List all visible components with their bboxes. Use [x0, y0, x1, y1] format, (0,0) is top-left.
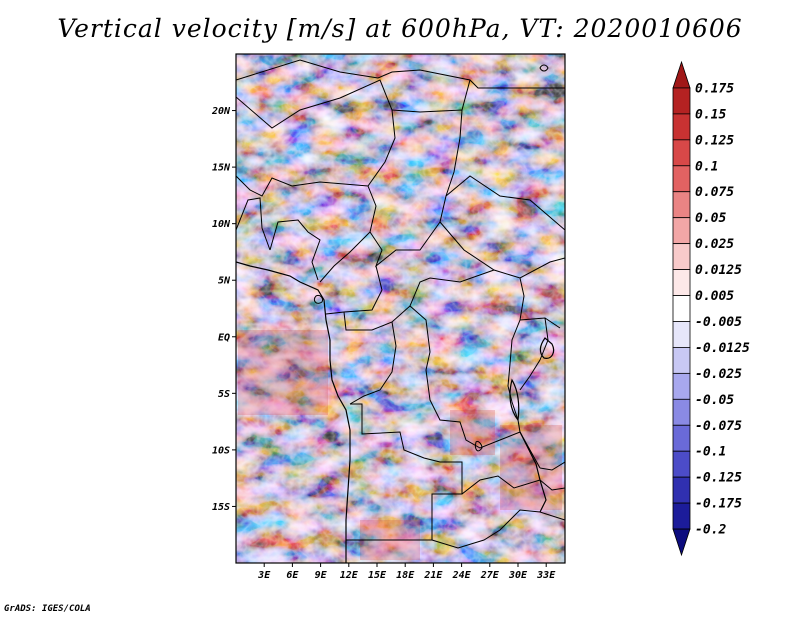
lon-tick-label: 24E [452, 570, 472, 581]
lat-tick-label: EQ [218, 332, 230, 343]
colorbar-label: 0.075 [695, 185, 734, 200]
map-frame [235, 53, 566, 564]
colorbar-segment [672, 528, 691, 557]
lon-tick-label: 6E [286, 570, 299, 581]
coastline [236, 261, 555, 563]
colorbar-label: 0.15 [695, 107, 726, 122]
colorbar-label: 0.025 [695, 237, 734, 252]
colorbar-label: 0.1 [695, 159, 718, 174]
lon-tick-label: 9E [315, 570, 328, 581]
lon-tick-label: 21E [423, 570, 443, 581]
colorbar-segment [672, 502, 691, 530]
lakes [313, 64, 549, 452]
velocity-field-detail [236, 54, 565, 563]
lat-tick-label: 10S [212, 445, 230, 456]
colorbar-segment [672, 87, 691, 115]
lat-tick-label: 15S [212, 502, 230, 513]
map-title: Vertical velocity [m/s] at 600hPa, VT: 2… [57, 14, 743, 43]
colorbar-label: -0.125 [695, 471, 742, 486]
colorbar-segment [672, 372, 691, 400]
grads-credit: GrADS: IGES/COLA [4, 604, 91, 614]
colorbar-label: -0.025 [695, 367, 742, 382]
colorbar-segment [672, 295, 691, 322]
colorbar-segment [672, 60, 691, 89]
lon-tick-label: 3E [257, 570, 271, 581]
lat-tick-label: 5S [218, 389, 230, 400]
colorbar-segment [672, 476, 691, 504]
colorbar: 0.175 0.15 0.125 0.1 0.075 0.05 0.025 0.0125 0.0… [672, 60, 750, 557]
colorbar-segment [672, 269, 691, 296]
colorbar-label: -0.05 [695, 393, 734, 408]
lat-tick-label: 15N [212, 163, 231, 174]
colorbar-segment [672, 347, 691, 374]
colorbar-label: 0.005 [695, 289, 734, 304]
longitude-ticks: 3E 6E 9E 12E 15E 18E 21E 24E 27E 30E 33E [257, 563, 556, 581]
lon-tick-label: 33E [536, 570, 556, 581]
colorbar-label: -0.1 [695, 445, 726, 460]
colorbar-label: -0.2 [695, 523, 726, 538]
lon-tick-label: 15E [368, 570, 387, 581]
convective-cells [238, 330, 562, 560]
colorbar-label: -0.075 [695, 419, 742, 434]
lon-tick-label: 12E [340, 570, 359, 581]
lon-tick-label: 18E [396, 570, 415, 581]
lat-tick-label: 20N [211, 106, 231, 117]
lat-tick-label: 5N [218, 276, 231, 287]
map-plot-area [236, 54, 565, 563]
colorbar-segment [672, 139, 691, 167]
colorbar-segment [672, 398, 691, 426]
latitude-ticks: 20N 15N 10N 5N EQ 5S 10S 15S [211, 106, 236, 513]
colorbar-segment [672, 191, 691, 219]
colorbar-segment [672, 321, 691, 348]
colorbar-label: 0.175 [695, 81, 734, 96]
colorbar-segment [672, 243, 691, 270]
colorbar-label: 0.0125 [695, 263, 742, 278]
colorbar-label: 0.125 [695, 133, 734, 148]
colorbar-label: -0.175 [695, 497, 742, 512]
colorbar-segment [672, 424, 691, 452]
colorbar-segment [672, 450, 691, 478]
colorbar-label: -0.005 [695, 315, 742, 330]
colorbar-segment [672, 165, 691, 193]
lat-tick-label: 10N [212, 219, 231, 230]
colorbar-label: 0.05 [695, 211, 726, 226]
lon-tick-label: 27E [480, 570, 500, 581]
colorbar-label: -0.0125 [695, 341, 750, 356]
colorbar-segment [672, 113, 691, 141]
colorbar-segment [672, 217, 691, 245]
lon-tick-label: 30E [508, 570, 528, 581]
